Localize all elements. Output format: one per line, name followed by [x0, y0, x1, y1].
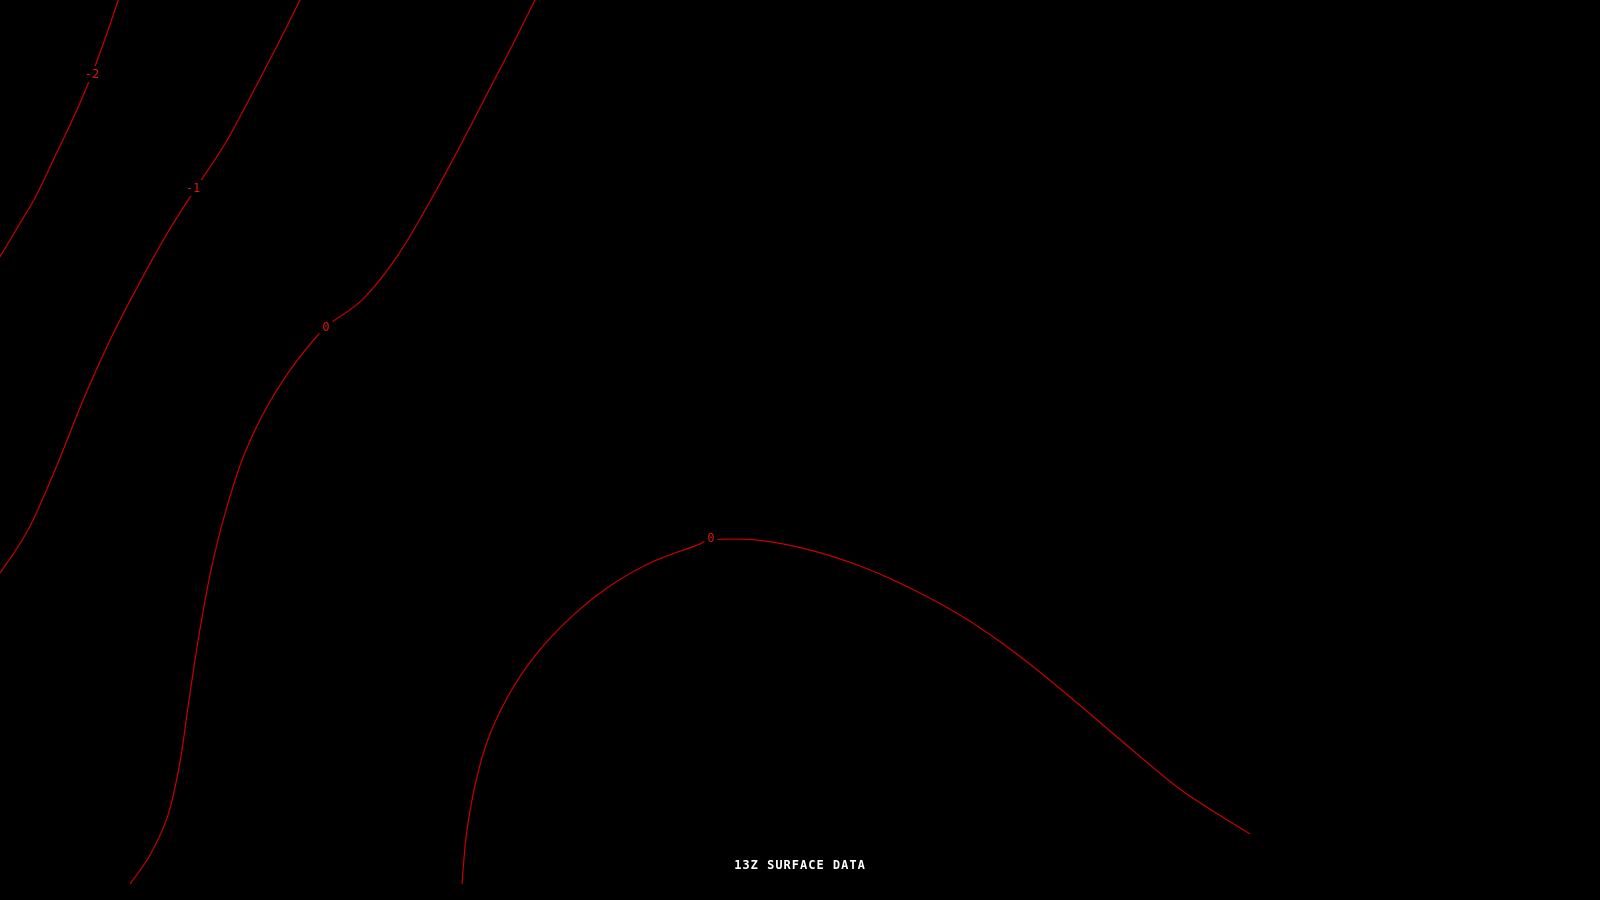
- contour-label: -1: [186, 181, 200, 195]
- contour-label-gap: [82, 66, 102, 82]
- contour-label-gap: [183, 180, 203, 196]
- contour-line: [0, 0, 119, 258]
- contour-line: [0, 0, 301, 575]
- contour-label-gap: [319, 319, 333, 335]
- contour-line: [129, 0, 536, 885]
- contour-label-gap: [704, 530, 718, 546]
- contour-label: 0: [322, 320, 329, 334]
- contour-label: 0: [707, 531, 714, 545]
- contour-label: -2: [85, 67, 99, 81]
- contour-line: [461, 538, 1251, 885]
- plot-title: 13Z SURFACE DATA: [734, 858, 866, 872]
